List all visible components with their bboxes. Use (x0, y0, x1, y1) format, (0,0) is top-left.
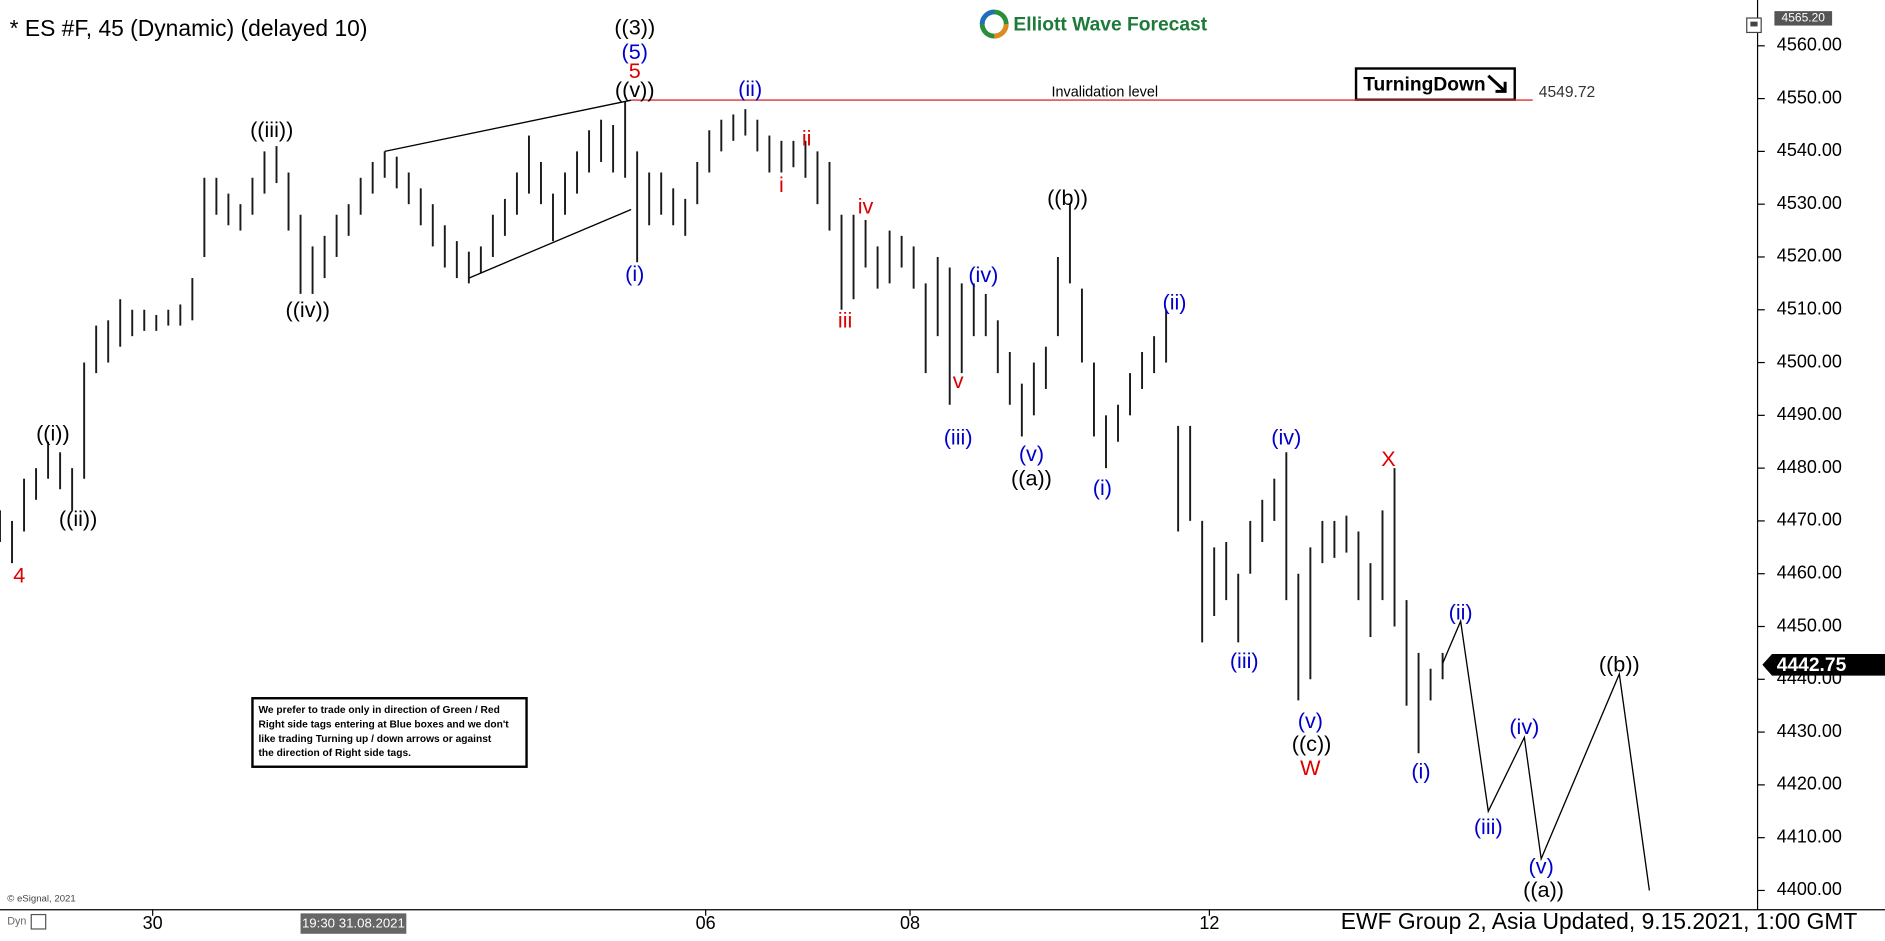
brand-logo: Elliott Wave Forecast (979, 9, 1208, 39)
wave-label: (iv) (1271, 424, 1301, 449)
copyright: © eSignal, 2021 (7, 893, 76, 904)
wave-label: ii (802, 125, 812, 150)
tag-arrow (1487, 74, 1507, 93)
turning-tag: TurningDown (1354, 67, 1516, 101)
wave-label: (iii) (1230, 648, 1259, 673)
wave-label: (i) (1411, 758, 1430, 783)
disclaimer-box: We prefer to trade only in direction of … (251, 697, 528, 768)
wave-label: ((iv)) (286, 297, 330, 322)
brand-name: Elliott Wave Forecast (1013, 14, 1207, 35)
chart-title: * ES #F, 45 (Dynamic) (delayed 10) (10, 15, 368, 41)
wave-line (384, 99, 632, 153)
x-tick-label: 06 (696, 913, 716, 933)
wave-label: (i) (1093, 475, 1112, 500)
disclaimer-line: like trading Turning up / down arrows or… (258, 734, 491, 745)
y-tick-label: 4500.00 (1777, 351, 1842, 371)
y-tick-label: 4410.00 (1777, 826, 1842, 846)
wave-label: iv (858, 194, 874, 219)
high-marker-label: 4565.20 (1782, 11, 1826, 25)
wave-label: ((a)) (1011, 465, 1052, 490)
x-tick-label: 30 (143, 913, 163, 933)
wave-label: (ii) (1449, 600, 1473, 625)
invalidation-value: 4549.72 (1539, 84, 1595, 101)
last-price-tag (1762, 653, 1885, 676)
x-tick-label: 08 (900, 913, 920, 933)
wave-label: (5) (622, 39, 648, 64)
disclaimer-line: We prefer to trade only in direction of … (258, 705, 499, 716)
last-price-label: 4442.75 (1777, 655, 1847, 676)
wave-label: 4 (13, 563, 25, 588)
y-tick-label: 4540.00 (1777, 140, 1842, 160)
wave-label: 5 (629, 58, 641, 83)
wave-label: ((a)) (1523, 877, 1564, 902)
high-marker-box (1774, 11, 1833, 26)
cursor-label-box (300, 913, 407, 934)
wave-label: (v) (1298, 708, 1323, 733)
y-tick-label: 4560.00 (1777, 35, 1842, 55)
y-tick-label: 4460.00 (1777, 562, 1842, 582)
wave-label: (v) (1529, 853, 1554, 878)
wave-label: (iii) (944, 424, 973, 449)
y-tick-label: 4430.00 (1777, 721, 1842, 741)
y-tick-label: 4400.00 (1777, 879, 1842, 899)
wave-label: iii (838, 308, 852, 333)
logo-arc (993, 23, 1009, 39)
wave-label: (iv) (1509, 714, 1539, 739)
wave-line (468, 208, 632, 279)
y-tick-label: 4510.00 (1777, 299, 1842, 319)
interval-label: Dyn (7, 916, 26, 928)
wave-label: W (1300, 755, 1321, 780)
interval-icon (30, 913, 47, 930)
y-tick-label: 4480.00 (1777, 457, 1842, 477)
wave-label: X (1381, 446, 1395, 471)
cursor-label: 19:30 31.08.2021 (302, 916, 405, 931)
x-tick-label: 12 (1199, 913, 1219, 933)
tag-text: TurningDown (1363, 74, 1485, 95)
y-tick-label: 4490.00 (1777, 404, 1842, 424)
wave-label: ((i)) (36, 421, 70, 446)
footer: EWF Group 2, Asia Updated, 9.15.2021, 1:… (1341, 908, 1858, 934)
y-tick-label: 4470.00 (1777, 510, 1842, 530)
wave-label: (iv) (968, 262, 998, 287)
disclaimer-frame (251, 697, 528, 768)
y-tick-label: 4530.00 (1777, 193, 1842, 213)
wave-label: ((v)) (615, 77, 655, 102)
disclaimer-line: the direction of Right side tags. (258, 748, 411, 759)
y-tick-label: 4420.00 (1777, 774, 1842, 794)
wave-label: ((b)) (1047, 185, 1088, 210)
wave-label: (i) (625, 261, 644, 286)
disclaimer-line: Right side tags entering at Blue boxes a… (258, 719, 509, 730)
y-tick-label: 4450.00 (1777, 615, 1842, 635)
wave-label: v (953, 368, 964, 393)
wave-label: (ii) (1163, 290, 1187, 315)
wave-label: ((iii)) (250, 117, 293, 142)
wave-label: i (779, 172, 784, 197)
invalidation-label: Invalidation level (1052, 85, 1159, 101)
y-tick-label: 4520.00 (1777, 246, 1842, 266)
y-tick-label: 4550.00 (1777, 87, 1842, 107)
logo-arc (979, 9, 995, 25)
wave-label: ((c)) (1292, 731, 1332, 756)
wave-label: (v) (1019, 441, 1044, 466)
wave-line (1441, 618, 1651, 891)
window-icon-inner (1750, 21, 1758, 27)
wave-label: (iii) (1474, 814, 1503, 839)
wave-label: ((3)) (614, 15, 655, 40)
wave-label: ((ii)) (59, 506, 97, 531)
price-bars (0, 101, 1444, 754)
tag-box (1354, 67, 1516, 101)
wave-label: ((b)) (1599, 651, 1640, 676)
wave-label: (ii) (738, 76, 762, 101)
